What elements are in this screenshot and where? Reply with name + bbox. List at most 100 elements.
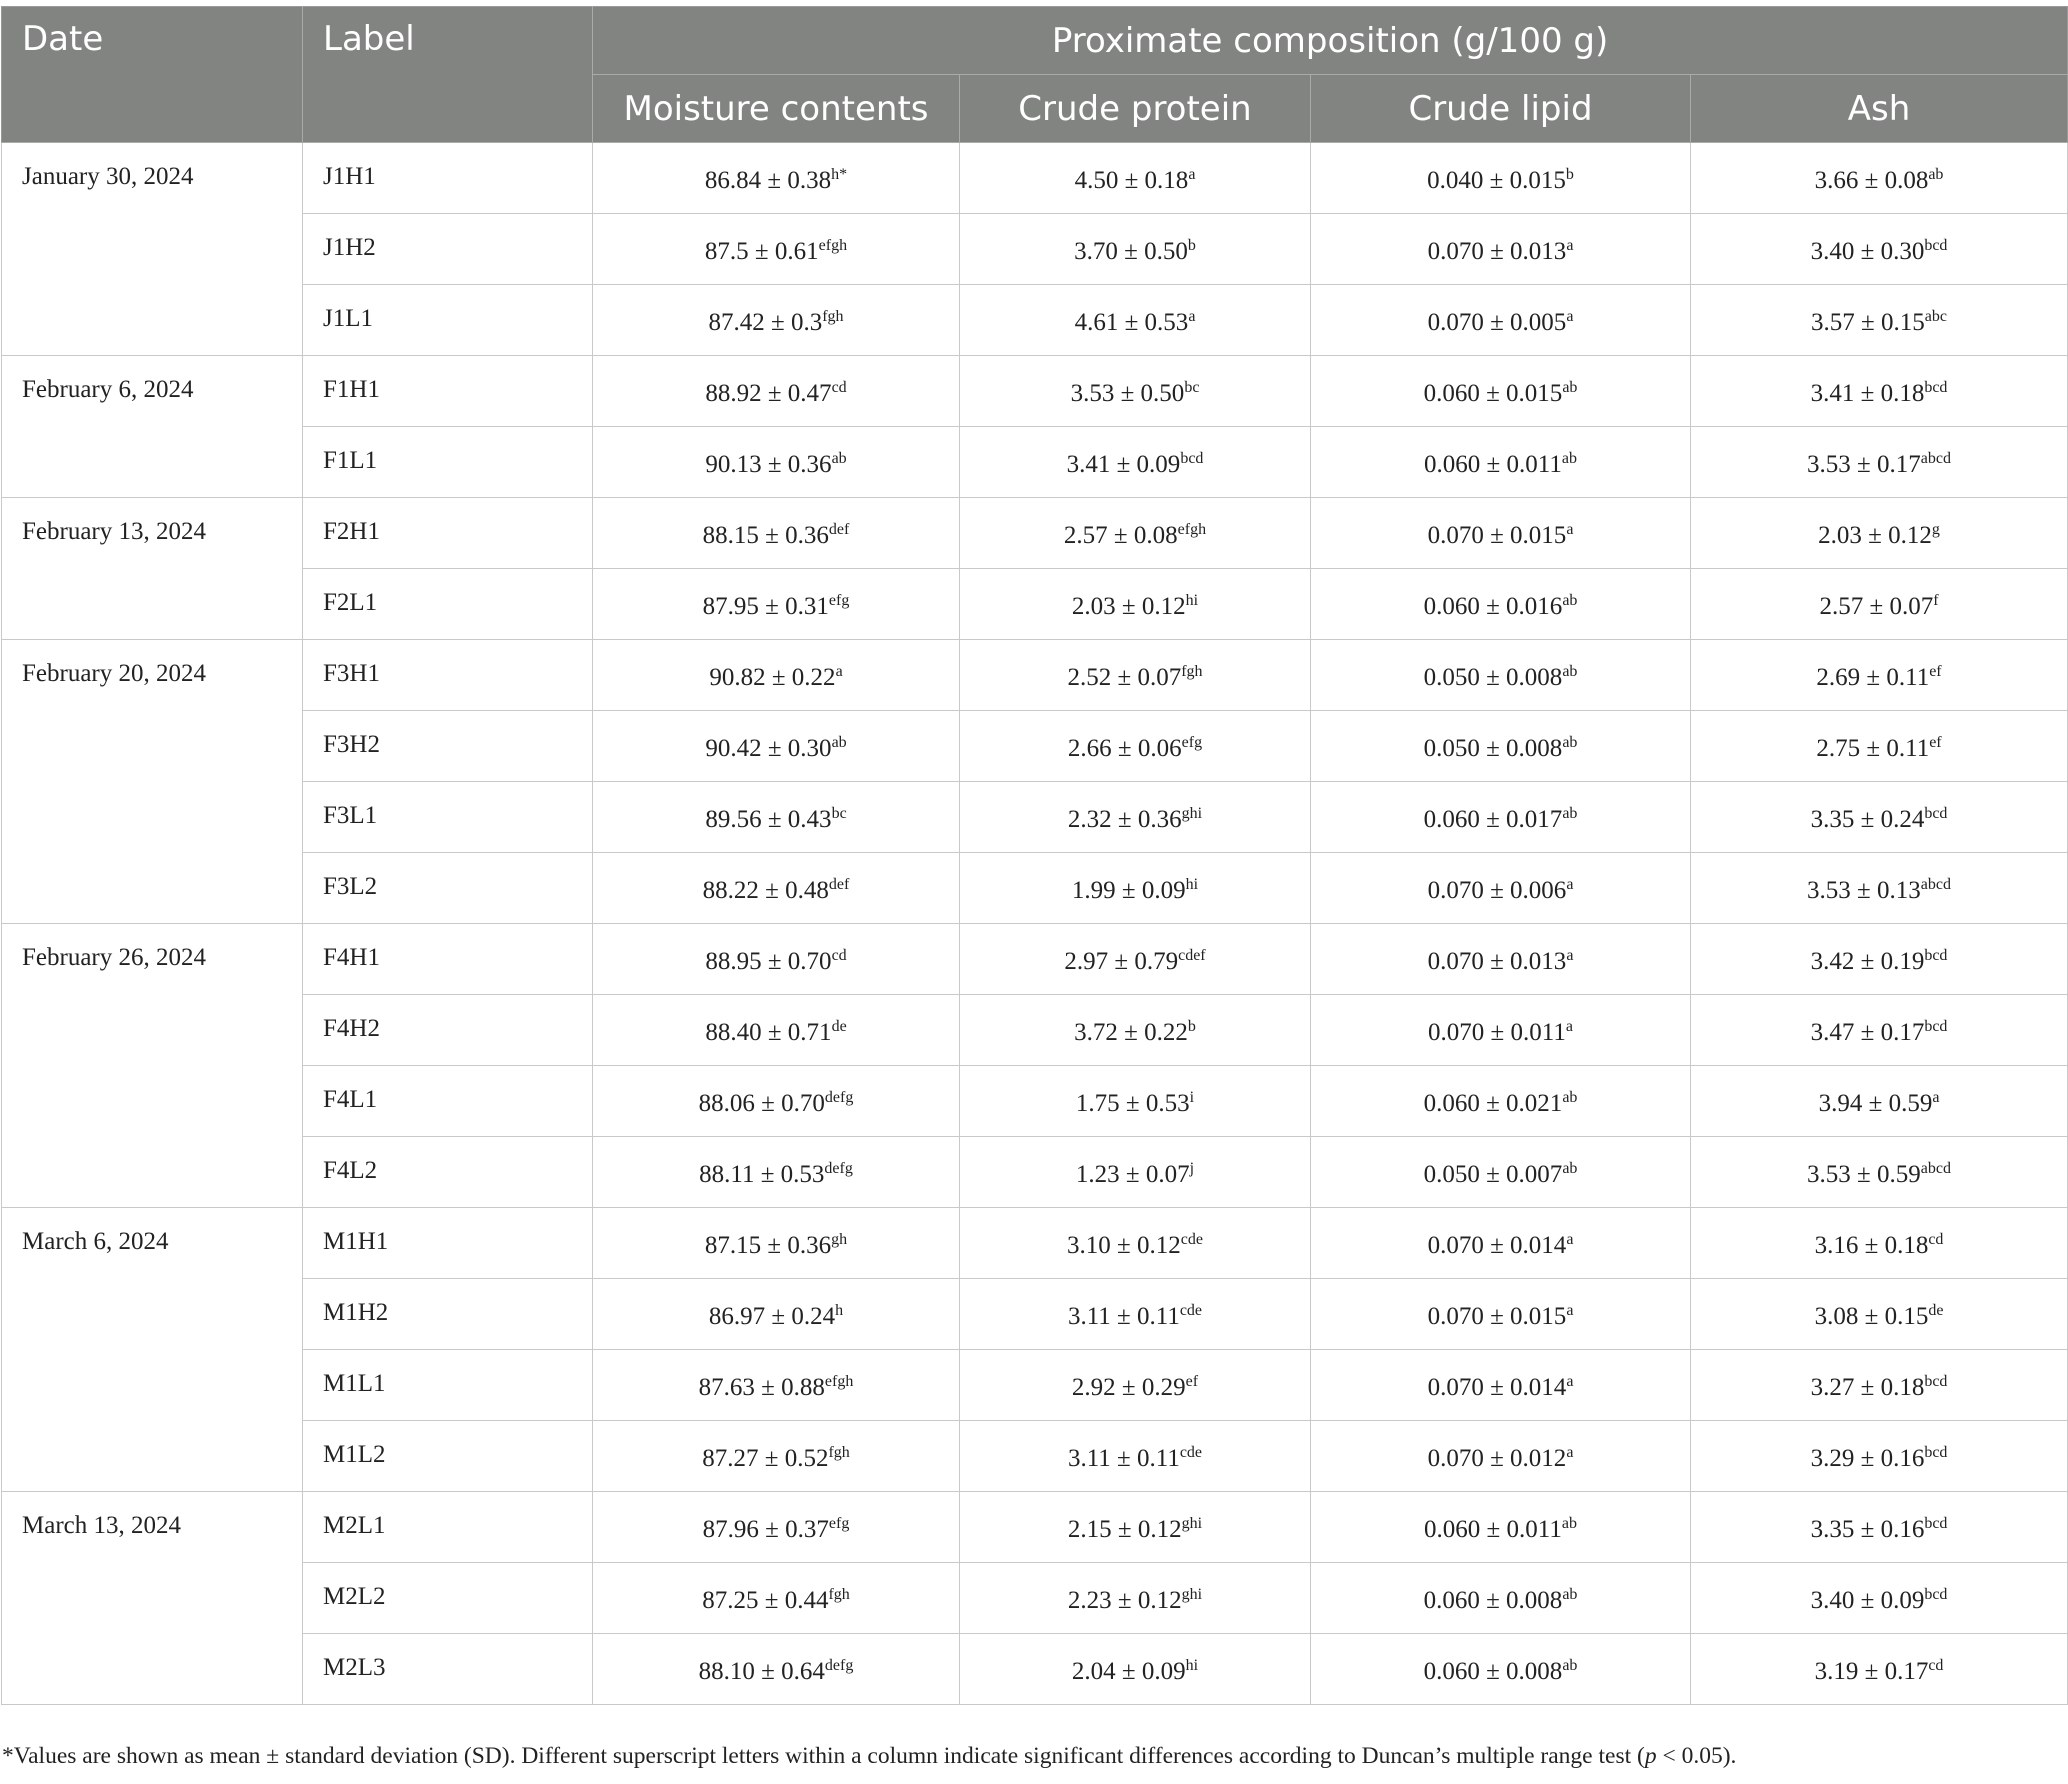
- value-text: 3.53 ± 0.50: [1070, 380, 1185, 407]
- table-row: J1L1 87.42 ± 0.3fgh 4.61 ± 0.53a 0.070 ± 0.…: [2, 284, 2068, 356]
- value-text: 2.97 ± 0.79: [1064, 948, 1179, 975]
- value-text: 88.22 ± 0.48: [702, 877, 829, 904]
- significance-letters: abc: [1924, 308, 1947, 325]
- value-text: 3.40 ± 0.30: [1810, 238, 1925, 265]
- value-cell: 0.070 ± 0.014a: [1310, 1207, 1691, 1279]
- significance-letters: ab: [831, 734, 847, 751]
- value-cell: 2.52 ± 0.07fgh: [959, 639, 1311, 711]
- value-cell: 87.96 ± 0.37efg: [592, 1491, 960, 1563]
- value-cell: 88.06 ± 0.70defg: [592, 1065, 960, 1137]
- value-cell: 2.66 ± 0.06efg: [959, 710, 1311, 782]
- value-text: 88.06 ± 0.70: [698, 1090, 825, 1117]
- value-cell: 0.050 ± 0.008ab: [1310, 710, 1691, 782]
- value-cell: 4.50 ± 0.18a: [959, 142, 1311, 214]
- significance-letters: ab: [1561, 450, 1577, 467]
- label-cell: M1L1: [302, 1349, 593, 1421]
- value-text: 1.23 ± 0.07: [1075, 1161, 1190, 1188]
- significance-letters: bc: [831, 805, 847, 822]
- significance-letters: b: [1187, 237, 1196, 254]
- value-cell: 87.63 ± 0.88efgh: [592, 1349, 960, 1421]
- significance-letters: cd: [1928, 1231, 1944, 1248]
- value-cell: 87.5 ± 0.61efgh: [592, 213, 960, 285]
- value-text: 2.92 ± 0.29: [1071, 1374, 1186, 1401]
- value-text: 87.5 ± 0.61: [704, 238, 819, 265]
- value-cell: 3.40 ± 0.30bcd: [1689, 213, 2068, 285]
- value-cell: 3.94 ± 0.59a: [1689, 1065, 2068, 1137]
- value-cell: 0.070 ± 0.005a: [1310, 284, 1691, 356]
- significance-letters: efg: [828, 1515, 850, 1532]
- value-text: 0.050 ± 0.008: [1423, 735, 1563, 762]
- value-cell: 0.070 ± 0.013a: [1310, 213, 1691, 285]
- value-cell: 0.070 ± 0.006a: [1310, 852, 1691, 924]
- value-text: 3.35 ± 0.24: [1810, 806, 1925, 833]
- value-cell: 2.92 ± 0.29ef: [959, 1349, 1311, 1421]
- table-row: February 6, 2024 F1H1 88.92 ± 0.47cd 3.53 ±…: [1, 355, 2068, 498]
- value-cell: 3.53 ± 0.13abcd: [1689, 852, 2068, 924]
- value-text: 88.15 ± 0.36: [702, 522, 829, 549]
- value-text: 2.03 ± 0.12: [1818, 522, 1932, 549]
- value-text: 0.070 ± 0.013: [1427, 238, 1567, 265]
- value-text: 2.57 ± 0.07: [1819, 593, 1934, 620]
- significance-letters: bcd: [1924, 805, 1948, 822]
- value-cell: 0.070 ± 0.014a: [1310, 1349, 1691, 1421]
- significance-letters: def: [828, 521, 850, 538]
- value-cell: 3.41 ± 0.18bcd: [1689, 355, 2068, 427]
- value-text: 3.11 ± 0.11: [1067, 1303, 1180, 1330]
- label-cell: M1H2: [302, 1278, 593, 1350]
- value-cell: 88.92 ± 0.47cd: [592, 355, 960, 427]
- significance-letters: a: [1566, 947, 1574, 964]
- significance-letters: b: [1187, 1018, 1196, 1035]
- value-text: 3.27 ± 0.18: [1810, 1374, 1925, 1401]
- significance-letters: cd: [831, 379, 847, 396]
- value-text: 87.15 ± 0.36: [704, 1232, 832, 1259]
- table-row: F1L1 90.13 ± 0.36ab 3.41 ± 0.09bcd 0.060 ± …: [2, 426, 2068, 498]
- value-text: 0.060 ± 0.011: [1424, 1516, 1562, 1543]
- significance-letters: abcd: [1920, 450, 1951, 467]
- value-cell: 86.84 ± 0.38h*: [592, 142, 960, 214]
- value-text: 2.69 ± 0.11: [1816, 664, 1930, 691]
- value-cell: 0.050 ± 0.008ab: [1310, 639, 1691, 711]
- value-cell: 2.32 ± 0.36ghi: [959, 781, 1311, 853]
- value-text: 86.97 ± 0.24: [708, 1303, 836, 1330]
- header-column: Ash: [1689, 74, 2068, 143]
- table-row: February 26, 2024 F4H1 88.95 ± 0.70cd 2.97 …: [1, 923, 2068, 1208]
- value-cell: 88.22 ± 0.48def: [592, 852, 960, 924]
- significance-letters: defg: [824, 1657, 854, 1674]
- significance-letters: a: [1188, 166, 1196, 183]
- significance-letters: i: [1189, 1089, 1195, 1106]
- value-text: 4.61 ± 0.53: [1074, 309, 1189, 336]
- significance-letters: hi: [1185, 876, 1199, 893]
- date-cell: February 13, 2024: [1, 497, 303, 640]
- significance-letters: fgh: [822, 308, 844, 325]
- value-cell: 88.95 ± 0.70cd: [592, 923, 960, 995]
- significance-letters: fgh: [828, 1444, 850, 1461]
- significance-letters: ab: [1562, 663, 1578, 680]
- label-cell: M1L2: [302, 1420, 593, 1492]
- significance-letters: a: [1566, 237, 1574, 254]
- value-text: 90.82 ± 0.22: [709, 664, 836, 691]
- value-cell: 2.57 ± 0.08efgh: [959, 497, 1311, 569]
- table-row: M2L3 88.10 ± 0.64defg 2.04 ± 0.09hi 0.060 ±…: [2, 1633, 2068, 1705]
- value-cell: 3.10 ± 0.12cde: [959, 1207, 1311, 1279]
- value-cell: 3.35 ± 0.24bcd: [1689, 781, 2068, 853]
- value-text: 87.27 ± 0.52: [702, 1445, 829, 1472]
- value-cell: 3.41 ± 0.09bcd: [959, 426, 1311, 498]
- value-text: 3.41 ± 0.09: [1066, 451, 1181, 478]
- value-text: 3.10 ± 0.12: [1067, 1232, 1181, 1259]
- significance-letters: a: [1565, 1018, 1573, 1035]
- significance-letters: gh: [831, 1231, 848, 1248]
- value-cell: 1.99 ± 0.09hi: [959, 852, 1311, 924]
- label-cell: F3H2: [302, 710, 593, 782]
- value-cell: 0.070 ± 0.015a: [1310, 497, 1691, 569]
- value-cell: 3.40 ± 0.09bcd: [1689, 1562, 2068, 1634]
- value-text: 87.96 ± 0.37: [702, 1516, 829, 1543]
- value-text: 3.42 ± 0.19: [1810, 948, 1925, 975]
- value-text: 88.40 ± 0.71: [705, 1019, 832, 1046]
- significance-letters: cde: [1179, 1302, 1203, 1319]
- significance-letters: de: [831, 1018, 847, 1035]
- value-cell: 0.040 ± 0.015b: [1310, 142, 1691, 214]
- label-cell: F1L1: [302, 426, 593, 498]
- significance-letters: ab: [1562, 805, 1578, 822]
- significance-letters: cde: [1179, 1444, 1203, 1461]
- table-row: March 13, 2024 M2L1 87.96 ± 0.37efg 2.15 ± …: [1, 1491, 2068, 1705]
